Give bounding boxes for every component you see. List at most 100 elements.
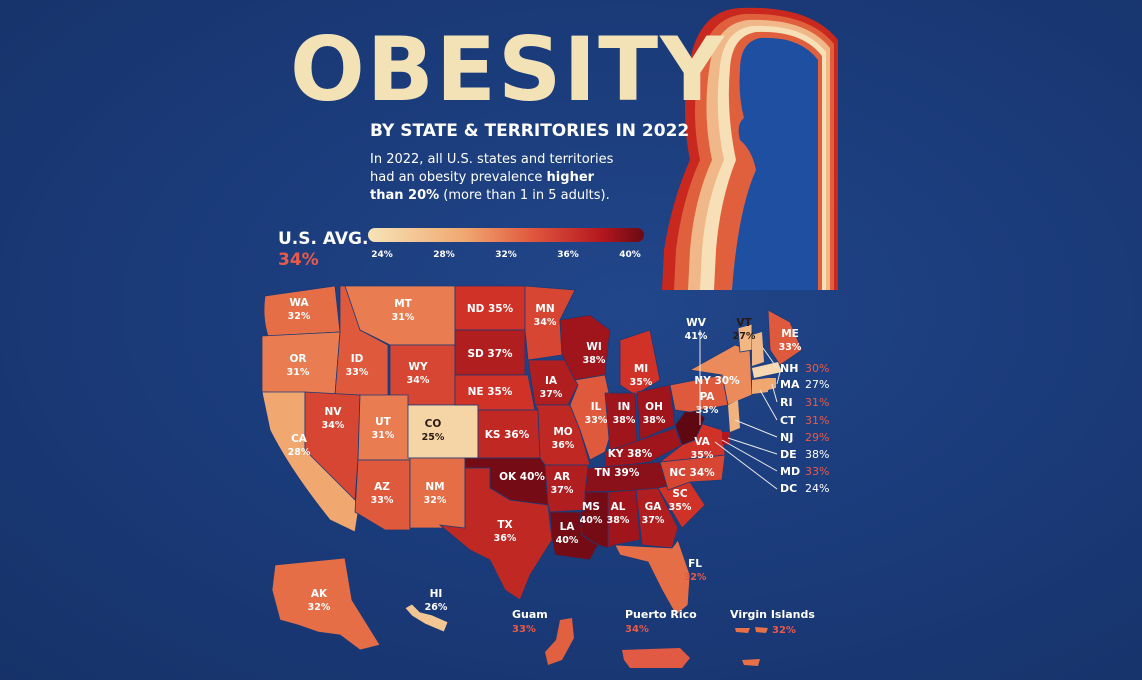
callout-value-MA: 27% (805, 378, 829, 391)
callout-value-CT: 31% (805, 414, 829, 427)
territory-labels: Guam 33% Puerto Rico 34% Virgin Islands 32% (512, 608, 815, 636)
territory-value-virgin-islands: 32% (772, 625, 796, 636)
state-value-GA: 37% (642, 515, 665, 526)
vi-island-2 (755, 627, 768, 633)
callout-labels: NH 30% MA 27% RI 31% CT 31% NJ 29% DE 38% MD 33% DC 24% (780, 362, 829, 495)
state-CT (752, 378, 768, 394)
state-AZ (354, 459, 411, 531)
state-value-PA: 33% (696, 405, 719, 416)
state-GA (635, 487, 679, 549)
state-label-TN: TN 39% (595, 467, 640, 479)
states-layer (261, 285, 803, 651)
territory-virgin-islands (735, 627, 768, 666)
callout-label-DC: DC (780, 482, 797, 495)
state-value-MS: 40% (580, 515, 603, 526)
vi-island-1 (735, 628, 750, 633)
state-label-AR: AR (554, 471, 570, 483)
state-label-ID: ID (351, 353, 364, 365)
callout-value-MD: 33% (805, 465, 829, 478)
state-label-NE: NE 35% (468, 386, 513, 398)
state-label-PA: PA (700, 391, 716, 403)
state-value-MN: 34% (534, 317, 557, 328)
state-value-FL: 32% (684, 572, 707, 583)
main-title: OBESITY (290, 18, 726, 121)
scale-tick: 40% (619, 250, 641, 260)
state-value-OH: 38% (643, 415, 666, 426)
territory-value-guam: 33% (512, 624, 536, 635)
state-HI (404, 603, 449, 633)
callout-label-RI: RI (780, 396, 793, 409)
state-label-VT: VT (736, 317, 752, 329)
state-label-CO: CO (425, 418, 442, 430)
silhouette-figure (662, 7, 838, 291)
territory-label-puerto-rico: Puerto Rico (625, 608, 697, 621)
state-label-MI: MI (634, 363, 648, 375)
state-TX (438, 467, 553, 601)
state-value-VA: 35% (691, 450, 714, 461)
scale-tick: 24% (371, 250, 393, 260)
state-label-NM: NM (425, 481, 444, 493)
state-labels: WA 32% OR 31% CA 28% ID 33% NV 34% MT 31% WY 34% UT 31%… (287, 297, 802, 613)
scale-tick: 32% (495, 250, 517, 260)
state-NH (752, 332, 764, 366)
state-label-SD: SD 37% (467, 348, 513, 360)
state-value-ME: 33% (779, 342, 802, 353)
state-NY (688, 344, 753, 406)
callout-value-NJ: 29% (805, 431, 829, 444)
state-value-AK: 32% (308, 602, 331, 613)
state-value-NV: 34% (322, 420, 345, 431)
state-label-GA: GA (645, 501, 663, 513)
state-value-CO: 25% (422, 432, 445, 443)
scale-tick: 28% (433, 250, 455, 260)
state-value-NM: 32% (424, 495, 447, 506)
state-label-VA: VA (694, 436, 710, 448)
state-label-LA: LA (560, 521, 576, 533)
description-line-2: had an obesity prevalence higher (370, 170, 595, 185)
territory-guam (545, 618, 574, 665)
state-value-VT: 27% (733, 331, 756, 342)
state-value-WV: 41% (685, 331, 708, 342)
state-IL (569, 374, 616, 461)
state-DE (722, 432, 730, 445)
state-ME (767, 309, 803, 366)
state-value-HI: 26% (425, 602, 448, 613)
state-MI (619, 329, 661, 396)
state-label-AL: AL (611, 501, 626, 513)
scale-tick: 36% (557, 250, 579, 260)
state-label-IN: IN (618, 401, 631, 413)
state-label-AK: AK (311, 588, 328, 600)
callout-label-DE: DE (780, 448, 797, 461)
state-label-UT: UT (375, 416, 392, 428)
vi-island-3 (742, 659, 760, 666)
state-label-IA: IA (545, 375, 558, 387)
territory-label-virgin-islands: Virgin Islands (730, 608, 815, 621)
state-value-MI: 35% (630, 377, 653, 388)
callout-label-NJ: NJ (780, 431, 793, 444)
callout-label-MD: MD (780, 465, 800, 478)
us-avg-value: 34% (278, 250, 319, 270)
state-value-MT: 31% (392, 312, 415, 323)
callout-label-MA: MA (780, 378, 800, 391)
state-label-OH: OH (645, 401, 663, 413)
state-FL (614, 539, 691, 616)
state-label-MS: MS (582, 501, 600, 513)
state-MA (752, 362, 782, 378)
state-label-MT: MT (394, 298, 412, 310)
description-line-1: In 2022, all U.S. states and territories (370, 152, 614, 167)
subtitle: BY STATE & TERRITORIES IN 2022 (370, 121, 689, 141)
territory-puerto-rico-shape (622, 648, 690, 668)
callout-value-NH: 30% (805, 362, 829, 375)
state-label-KS: KS 36% (485, 429, 530, 441)
state-value-WY: 34% (407, 375, 430, 386)
state-label-NV: NV (325, 406, 343, 418)
state-value-UT: 31% (372, 430, 395, 441)
state-value-AL: 38% (607, 515, 630, 526)
callout-label-CT: CT (780, 414, 796, 427)
callout-value-DC: 24% (805, 482, 829, 495)
state-value-SC: 35% (669, 502, 692, 513)
state-value-MO: 36% (552, 440, 575, 451)
callout-label-NH: NH (780, 362, 798, 375)
state-label-WA: WA (289, 297, 309, 309)
state-label-ND: ND 35% (467, 303, 514, 315)
state-label-NY: NY 30% (694, 375, 740, 387)
